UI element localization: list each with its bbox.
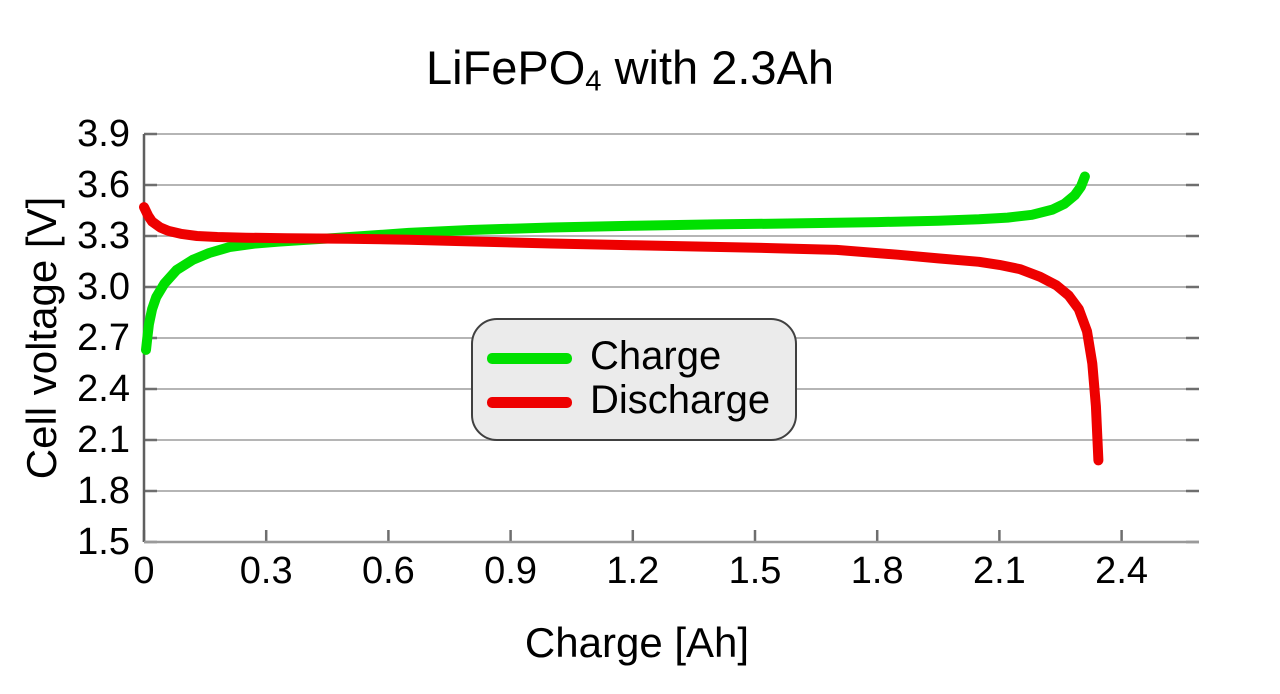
y-tick-label: 2.1 (77, 419, 130, 461)
y-tick-label: 1.5 (77, 521, 130, 563)
x-tick-label: 0.6 (361, 550, 415, 592)
legend-item-discharge: Discharge (487, 380, 770, 424)
x-tick-label: 0 (133, 550, 155, 592)
x-tick-label: 1.2 (606, 550, 660, 592)
y-tick-label: 3.3 (77, 215, 130, 257)
series-line-discharge (139, 202, 1104, 466)
series-line-charge (141, 171, 1090, 355)
charge-line-swatch (487, 352, 572, 364)
x-tick-label: 1.5 (728, 550, 782, 592)
x-tick-label: 2.4 (1095, 550, 1149, 592)
x-tick-label: 2.1 (972, 550, 1026, 592)
x-tick-label: 1.8 (850, 550, 904, 592)
discharge-line-swatch (487, 396, 572, 408)
y-tick-label: 3.9 (77, 113, 130, 155)
x-tick-label: 0.9 (484, 550, 538, 592)
chart-title-subscript: 4 (585, 65, 602, 98)
y-tick-label: 2.7 (77, 317, 130, 359)
legend: Charge Discharge (471, 318, 797, 441)
chart-title-rest: with 2.3Ah (601, 41, 835, 94)
y-axis-label: Cell voltage [V] (18, 196, 65, 480)
y-tick-label: 2.4 (77, 368, 130, 410)
y-tick-label: 1.8 (77, 470, 130, 512)
chart-title: LiFePO4 with 2.3Ah (425, 41, 835, 96)
y-tick-label: 3.6 (77, 164, 130, 206)
x-tick-label: 0.3 (239, 550, 293, 592)
legend-label-charge: Charge (590, 334, 722, 378)
x-axis-label: Charge [Ah] (524, 619, 750, 666)
legend-label-discharge: Discharge (590, 378, 771, 422)
chart-title-main: LiFePO (425, 41, 586, 94)
y-tick-label: 3.0 (77, 266, 130, 308)
legend-item-charge: Charge (487, 336, 721, 380)
